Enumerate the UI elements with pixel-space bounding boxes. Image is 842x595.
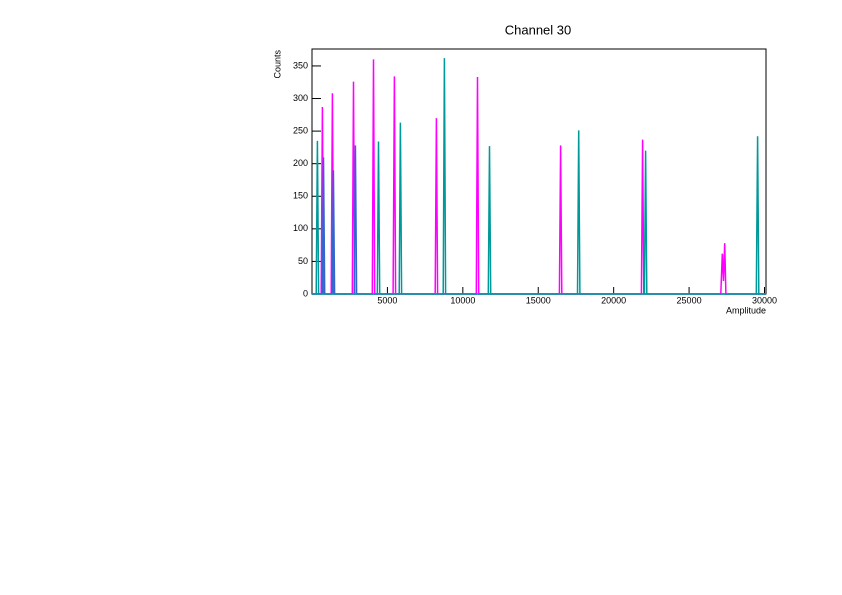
y-tick-label: 250 bbox=[293, 125, 308, 135]
x-tick-label: 10000 bbox=[450, 295, 475, 305]
y-tick-label: 350 bbox=[293, 60, 308, 70]
y-axis-label: Counts bbox=[272, 50, 282, 79]
series-line bbox=[312, 58, 766, 295]
y-tick-label: 150 bbox=[293, 191, 308, 201]
y-tick-label: 50 bbox=[298, 256, 308, 266]
x-tick-label: 20000 bbox=[601, 295, 626, 305]
x-tick-label: 15000 bbox=[526, 295, 551, 305]
y-tick-label: 300 bbox=[293, 93, 308, 103]
y-tick-label: 0 bbox=[303, 288, 308, 298]
x-tick-label: 25000 bbox=[677, 295, 702, 305]
chart-title: Channel 30 bbox=[505, 22, 572, 37]
x-tick-label: 5000 bbox=[377, 295, 397, 305]
y-tick-label: 100 bbox=[293, 223, 308, 233]
y-tick-label: 200 bbox=[293, 158, 308, 168]
x-axis-label: Amplitude bbox=[726, 305, 766, 315]
series-line bbox=[312, 145, 766, 295]
x-tick-label: 30000 bbox=[752, 295, 777, 305]
